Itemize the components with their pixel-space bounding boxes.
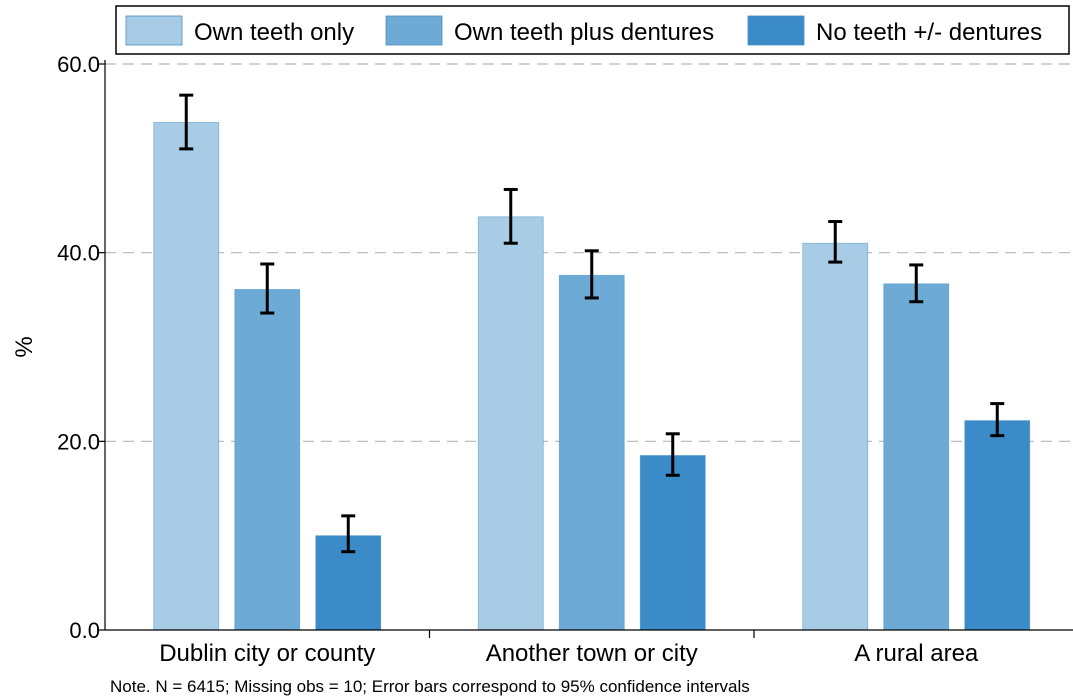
chart-note: Note. N = 6415; Missing obs = 10; Error … xyxy=(110,677,750,696)
legend-swatch xyxy=(385,15,443,46)
bar xyxy=(802,242,869,631)
error-bars xyxy=(179,93,1005,554)
legend: Own teeth only Own teeth plus dentures No … xyxy=(115,5,1070,55)
axes xyxy=(104,60,1073,631)
y-tick-label: 40.0 xyxy=(57,241,100,266)
bar xyxy=(153,122,220,631)
y-tick-label: 0.0 xyxy=(69,618,100,643)
bar xyxy=(964,420,1031,631)
y-axis-title: % xyxy=(11,336,38,357)
gridlines xyxy=(97,63,1073,631)
bar xyxy=(477,216,544,631)
bar xyxy=(558,274,625,631)
x-tick-labels: Dublin city or county Another town or cit… xyxy=(159,630,979,667)
legend-label: Own teeth plus dentures xyxy=(454,19,714,46)
bar xyxy=(883,283,950,631)
y-tick-label: 20.0 xyxy=(57,429,100,454)
bar xyxy=(639,455,706,631)
bar xyxy=(234,289,301,631)
y-tick-label: 60.0 xyxy=(57,52,100,77)
bars xyxy=(153,122,1031,631)
legend-frame xyxy=(115,5,1070,55)
category-label: Another town or city xyxy=(486,640,698,667)
y-tick-labels: 0.0 20.0 40.0 60.0 xyxy=(57,52,100,643)
category-label: A rural area xyxy=(854,640,979,667)
legend-label: No teeth +/- dentures xyxy=(816,19,1042,46)
legend-swatch xyxy=(747,15,805,46)
legend-swatch xyxy=(125,15,183,46)
category-label: Dublin city or county xyxy=(159,640,375,667)
legend-label: Own teeth only xyxy=(194,19,354,46)
